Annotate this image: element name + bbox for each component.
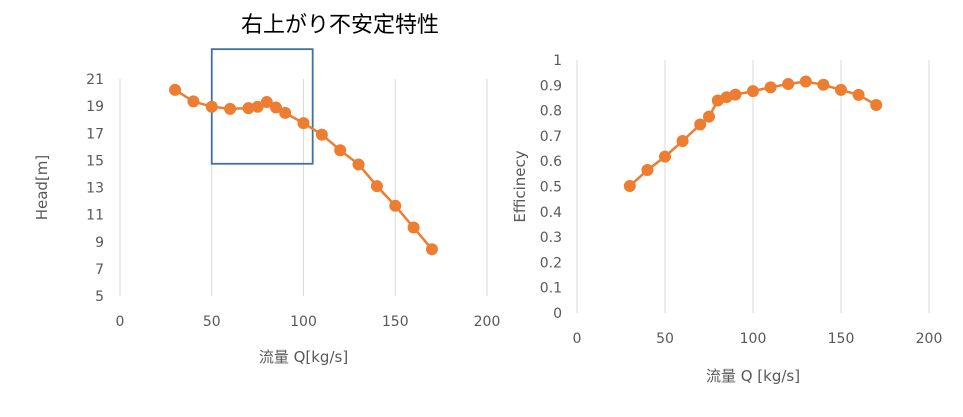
data-point xyxy=(279,106,292,119)
data-point xyxy=(870,99,883,112)
efficiency-chart: 0 50 100 150 200 0 0.1 0.2 0.3 0.4 0.5 0.6 0.7 0.8 0.9… xyxy=(511,53,942,385)
data-point xyxy=(251,100,264,113)
data-point xyxy=(315,128,328,141)
data-point xyxy=(269,101,282,114)
data-point xyxy=(835,83,847,96)
data-point xyxy=(782,78,795,91)
head-chart: 0 50 100 150 200 5 7 9 11 13 15 17 19 21 流量 Q[kg/s] Hea… xyxy=(33,13,500,366)
y-tick-label: 7 xyxy=(95,262,104,278)
x-tick-label: 100 xyxy=(290,314,317,330)
y-tick-label: 0 xyxy=(553,306,562,322)
x-tick-label: 50 xyxy=(203,314,221,330)
data-point xyxy=(799,75,812,88)
y-tick-label: 17 xyxy=(86,126,104,142)
y-tick-label: 15 xyxy=(86,153,104,169)
data-point xyxy=(224,102,237,115)
x-tick-label: 200 xyxy=(916,331,943,347)
y-tick-label: 0.9 xyxy=(540,78,562,94)
y-tick-label: 0.2 xyxy=(540,255,562,271)
y-tick-label: 0.4 xyxy=(540,205,562,221)
x-tick-label: 150 xyxy=(828,331,855,347)
data-point xyxy=(169,83,182,96)
data-point xyxy=(694,118,707,131)
x-tick-label: 100 xyxy=(740,331,767,347)
data-point xyxy=(370,180,383,193)
y-tick-label: 0.6 xyxy=(540,154,562,170)
x-tick-label: 200 xyxy=(474,314,501,330)
data-point xyxy=(764,81,777,94)
data-point xyxy=(297,117,310,130)
y-tick-label: 11 xyxy=(86,208,104,224)
x-tick-label: 150 xyxy=(382,314,409,330)
y-tick-label: 5 xyxy=(95,289,104,305)
data-point xyxy=(703,110,715,123)
data-point xyxy=(334,144,347,157)
data-point xyxy=(747,85,759,98)
data-point xyxy=(205,100,218,113)
data-point xyxy=(389,199,402,212)
y-tick-label: 0.1 xyxy=(540,281,562,297)
x-tick-label: 0 xyxy=(573,331,582,347)
data-point xyxy=(187,95,200,108)
data-point xyxy=(260,96,273,109)
x-tick-label: 0 xyxy=(116,314,125,330)
data-point xyxy=(817,78,830,91)
y-tick-label: 0.3 xyxy=(540,230,562,246)
y-tick-label: 0.5 xyxy=(540,180,562,196)
data-point xyxy=(852,88,865,101)
y-axis-title: Head[m] xyxy=(33,155,51,221)
y-tick-label: 21 xyxy=(86,72,104,88)
y-axis-title: Efficinecy xyxy=(511,150,529,222)
data-point xyxy=(352,158,365,171)
data-point xyxy=(729,88,742,101)
data-point xyxy=(659,150,671,163)
annotation-label: 右上がり不安定特性 xyxy=(241,13,439,38)
data-point xyxy=(676,134,689,147)
x-tick-label: 50 xyxy=(656,331,674,347)
y-tick-label: 9 xyxy=(95,235,104,251)
x-axis-title: 流量 Q[kg/s] xyxy=(259,348,348,366)
x-axis-title: 流量 Q [kg/s] xyxy=(706,367,800,385)
y-tick-label: 19 xyxy=(86,99,104,115)
data-point xyxy=(407,221,420,234)
data-point xyxy=(641,164,654,177)
data-point xyxy=(425,243,438,256)
y-tick-label: 13 xyxy=(86,181,104,197)
y-tick-label: 0.7 xyxy=(540,129,562,145)
y-tick-label: 1 xyxy=(553,53,562,69)
data-point xyxy=(623,179,636,192)
y-tick-label: 0.8 xyxy=(540,104,562,120)
